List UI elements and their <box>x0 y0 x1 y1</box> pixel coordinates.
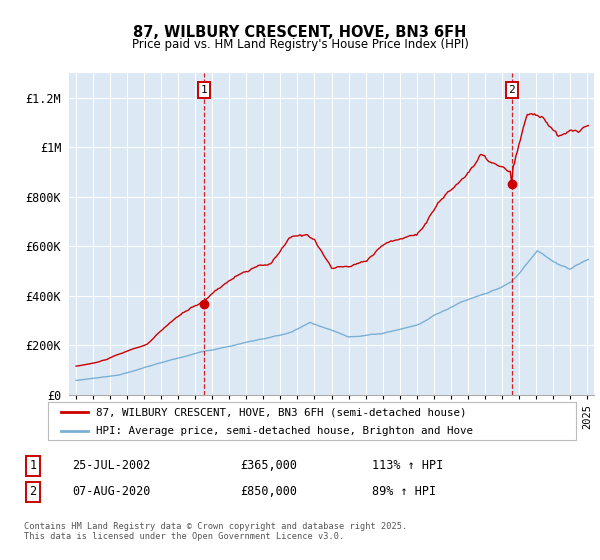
Text: 2: 2 <box>508 85 515 95</box>
Text: HPI: Average price, semi-detached house, Brighton and Hove: HPI: Average price, semi-detached house,… <box>95 426 473 436</box>
Text: 89% ↑ HPI: 89% ↑ HPI <box>372 485 436 498</box>
Text: 1: 1 <box>29 459 37 473</box>
Text: £850,000: £850,000 <box>240 485 297 498</box>
Text: 1: 1 <box>200 85 207 95</box>
Text: 87, WILBURY CRESCENT, HOVE, BN3 6FH (semi-detached house): 87, WILBURY CRESCENT, HOVE, BN3 6FH (sem… <box>95 407 466 417</box>
Text: 07-AUG-2020: 07-AUG-2020 <box>72 485 151 498</box>
Text: 2: 2 <box>29 485 37 498</box>
Text: Contains HM Land Registry data © Crown copyright and database right 2025.
This d: Contains HM Land Registry data © Crown c… <box>24 522 407 542</box>
Text: 25-JUL-2002: 25-JUL-2002 <box>72 459 151 473</box>
Text: 113% ↑ HPI: 113% ↑ HPI <box>372 459 443 473</box>
Text: Price paid vs. HM Land Registry's House Price Index (HPI): Price paid vs. HM Land Registry's House … <box>131 38 469 51</box>
Text: £365,000: £365,000 <box>240 459 297 473</box>
Text: 87, WILBURY CRESCENT, HOVE, BN3 6FH: 87, WILBURY CRESCENT, HOVE, BN3 6FH <box>133 25 467 40</box>
